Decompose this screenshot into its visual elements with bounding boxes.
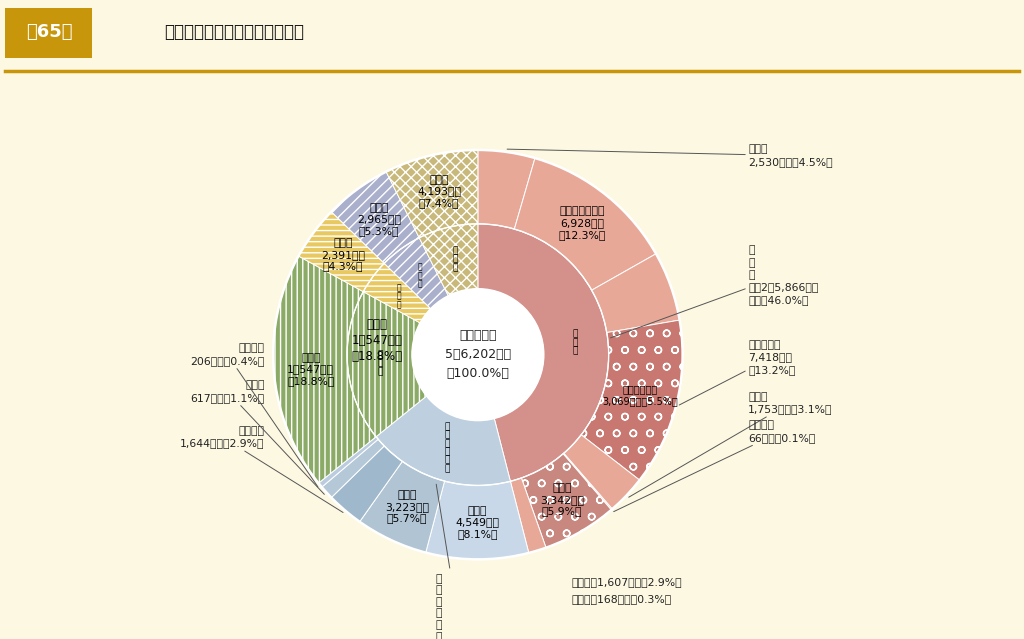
Text: 農
林
水
産
業
費: 農 林 水 産 業 費 xyxy=(444,422,450,473)
Wedge shape xyxy=(521,454,611,548)
FancyBboxPatch shape xyxy=(5,8,92,58)
Text: 教育費
1兆547億円
（18.8%）: 教育費 1兆547億円 （18.8%） xyxy=(287,353,335,386)
Wedge shape xyxy=(273,256,376,483)
Circle shape xyxy=(413,289,544,420)
Text: 補助事業費
5兆6,202億円
（100.0%）: 補助事業費 5兆6,202億円 （100.0%） xyxy=(444,329,511,380)
Text: 公園費
1,753億円（3.1%）: 公園費 1,753億円（3.1%） xyxy=(629,392,833,497)
Text: 民生費
2,965億円
（5.3%）: 民生費 2,965億円 （5.3%） xyxy=(356,203,400,236)
Wedge shape xyxy=(426,481,528,559)
Wedge shape xyxy=(384,238,449,309)
Text: 衛生費
2,391億円
（4.3%）: 衛生費 2,391億円 （4.3%） xyxy=(322,238,366,272)
Text: 街路費
2,530億円（4.5%）: 街路費 2,530億円（4.5%） xyxy=(507,144,833,167)
Text: 林業費
3,223億円
（5.7%）: 林業費 3,223億円 （5.7%） xyxy=(385,490,429,523)
Text: 土
木
費
計　2兆5,866億円
　　（46.0%）: 土 木 費 計 2兆5,866億円 （46.0%） xyxy=(610,245,818,338)
Text: 下水道費
66億円（0.1%）: 下水道費 66億円（0.1%） xyxy=(613,420,815,512)
Text: その他
4,193億円
（7.4%）: その他 4,193億円 （7.4%） xyxy=(417,175,461,208)
Wedge shape xyxy=(332,446,402,522)
Text: 水産業費
1,644億円（2.9%）: 水産業費 1,644億円（2.9%） xyxy=(180,426,343,512)
Text: 畜産業費
206億円（0.4%）: 畜産業費 206億円（0.4%） xyxy=(190,343,317,487)
Wedge shape xyxy=(359,461,444,553)
Text: 農地費
4,549億円
（8.1%）: 農地費 4,549億円 （8.1%） xyxy=(456,506,500,539)
Text: 住宅費
3,342億円
（5.9%）: 住宅費 3,342億円 （5.9%） xyxy=(540,483,584,516)
Wedge shape xyxy=(564,435,640,509)
Wedge shape xyxy=(582,320,683,480)
Wedge shape xyxy=(478,150,535,229)
Wedge shape xyxy=(563,453,612,510)
Wedge shape xyxy=(364,263,431,323)
Text: 農
林
水
産
業
費
計
1兆240億円
（18.2%）: 農 林 水 産 業 費 計 1兆240億円 （18.2%） xyxy=(435,484,482,639)
Wedge shape xyxy=(592,254,680,332)
Text: そ
の
他: そ の 他 xyxy=(453,247,458,272)
Text: 教
育
費: 教 育 費 xyxy=(378,350,383,376)
Text: 教育費
1兆547億円
（18.8%）: 教育費 1兆547億円 （18.8%） xyxy=(352,318,402,363)
Wedge shape xyxy=(322,439,384,498)
Text: 衛
生
費: 衛 生 費 xyxy=(396,284,401,309)
Wedge shape xyxy=(347,291,427,436)
Text: 土
木
費: 土 木 費 xyxy=(572,330,578,355)
Wedge shape xyxy=(419,224,478,296)
Wedge shape xyxy=(332,172,419,263)
Text: 都市計画費
7,418億円
（13.2%）: 都市計画費 7,418億円 （13.2%） xyxy=(679,340,796,405)
Text: 第65図: 第65図 xyxy=(26,23,73,41)
Wedge shape xyxy=(298,212,384,291)
Text: 農業費
617億円（1.1%）: 農業費 617億円（1.1%） xyxy=(190,380,325,495)
Wedge shape xyxy=(386,150,478,238)
Text: 道路橋りょう費
6,928億円
（12.3%）: 道路橋りょう費 6,928億円 （12.3%） xyxy=(558,206,605,240)
Wedge shape xyxy=(376,396,510,486)
Text: 民
生
費: 民 生 費 xyxy=(418,263,422,288)
Wedge shape xyxy=(478,224,608,481)
Text: 港湾費　1,607億円（2.9%）: 港湾費 1,607億円（2.9%） xyxy=(571,577,682,587)
Text: その他　168億円（0.3%）: その他 168億円（0.3%） xyxy=(571,594,672,604)
Text: 補助事業費の目的別内訳の状況: 補助事業費の目的別内訳の状況 xyxy=(164,23,304,41)
Text: 区画整理費等
3,069億円（5.5%）: 区画整理費等 3,069億円（5.5%） xyxy=(603,385,679,406)
Wedge shape xyxy=(514,158,656,290)
Wedge shape xyxy=(510,478,546,553)
Wedge shape xyxy=(318,436,378,487)
